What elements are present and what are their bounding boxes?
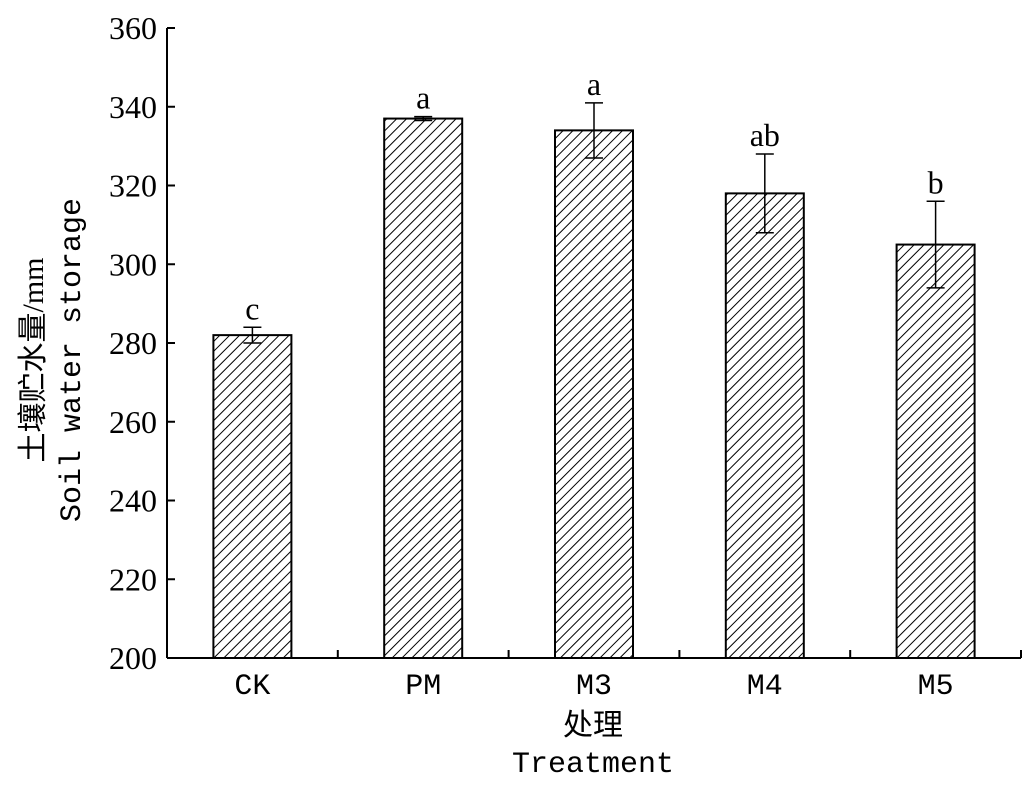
x-tick-label-m4: M4 (747, 670, 783, 704)
y-tick-label: 260 (109, 404, 157, 440)
x-tick-label-m3: M3 (576, 670, 612, 704)
x-tick-label-pm: PM (405, 670, 441, 704)
y-ticks-layer: 200 220 240 260 280 300 320 340 360 (109, 10, 175, 676)
x-axis-label-english: Treatment (512, 748, 674, 782)
x-ticks-layer: CK PM M3 M4 M5 (166, 650, 1022, 704)
significance-label-m3: a (587, 66, 601, 102)
error-bar-m3 (585, 102, 603, 159)
y-tick-label: 240 (109, 483, 157, 519)
y-tick-label: 220 (109, 561, 157, 597)
bar-m4 (724, 192, 805, 659)
bars-layer (212, 117, 976, 659)
x-tick-label-ck: CK (234, 670, 270, 704)
significance-label-m5: b (928, 164, 944, 200)
significance-label-m4: ab (750, 117, 780, 153)
significance-labels-layer: c a a ab b (245, 66, 943, 326)
bar-m5 (895, 243, 976, 659)
bar-pm (383, 117, 464, 659)
y-tick-label: 280 (109, 325, 157, 361)
error-bar-ck (243, 326, 262, 344)
error-bar-m4 (755, 153, 774, 234)
y-tick-label: 360 (109, 10, 157, 46)
error-bar-pm (414, 115, 433, 122)
y-axis-label-english: Soil water storage (56, 198, 90, 522)
y-tick-label: 300 (109, 246, 157, 282)
y-tick-label: 200 (109, 640, 157, 676)
significance-label-ck: c (245, 290, 259, 326)
significance-label-pm: a (416, 80, 430, 116)
y-axis-label-chinese: 土壤贮水量/mm (17, 257, 50, 462)
bar-ck (212, 334, 293, 659)
error-bar-m5 (926, 200, 945, 289)
y-tick-label: 340 (109, 89, 157, 125)
x-tick-label-m5: M5 (918, 670, 954, 704)
error-bars-layer (243, 102, 945, 344)
x-axis-label-chinese: 处理 (563, 709, 623, 742)
y-tick-label: 320 (109, 168, 157, 204)
bar-m3 (554, 129, 634, 659)
